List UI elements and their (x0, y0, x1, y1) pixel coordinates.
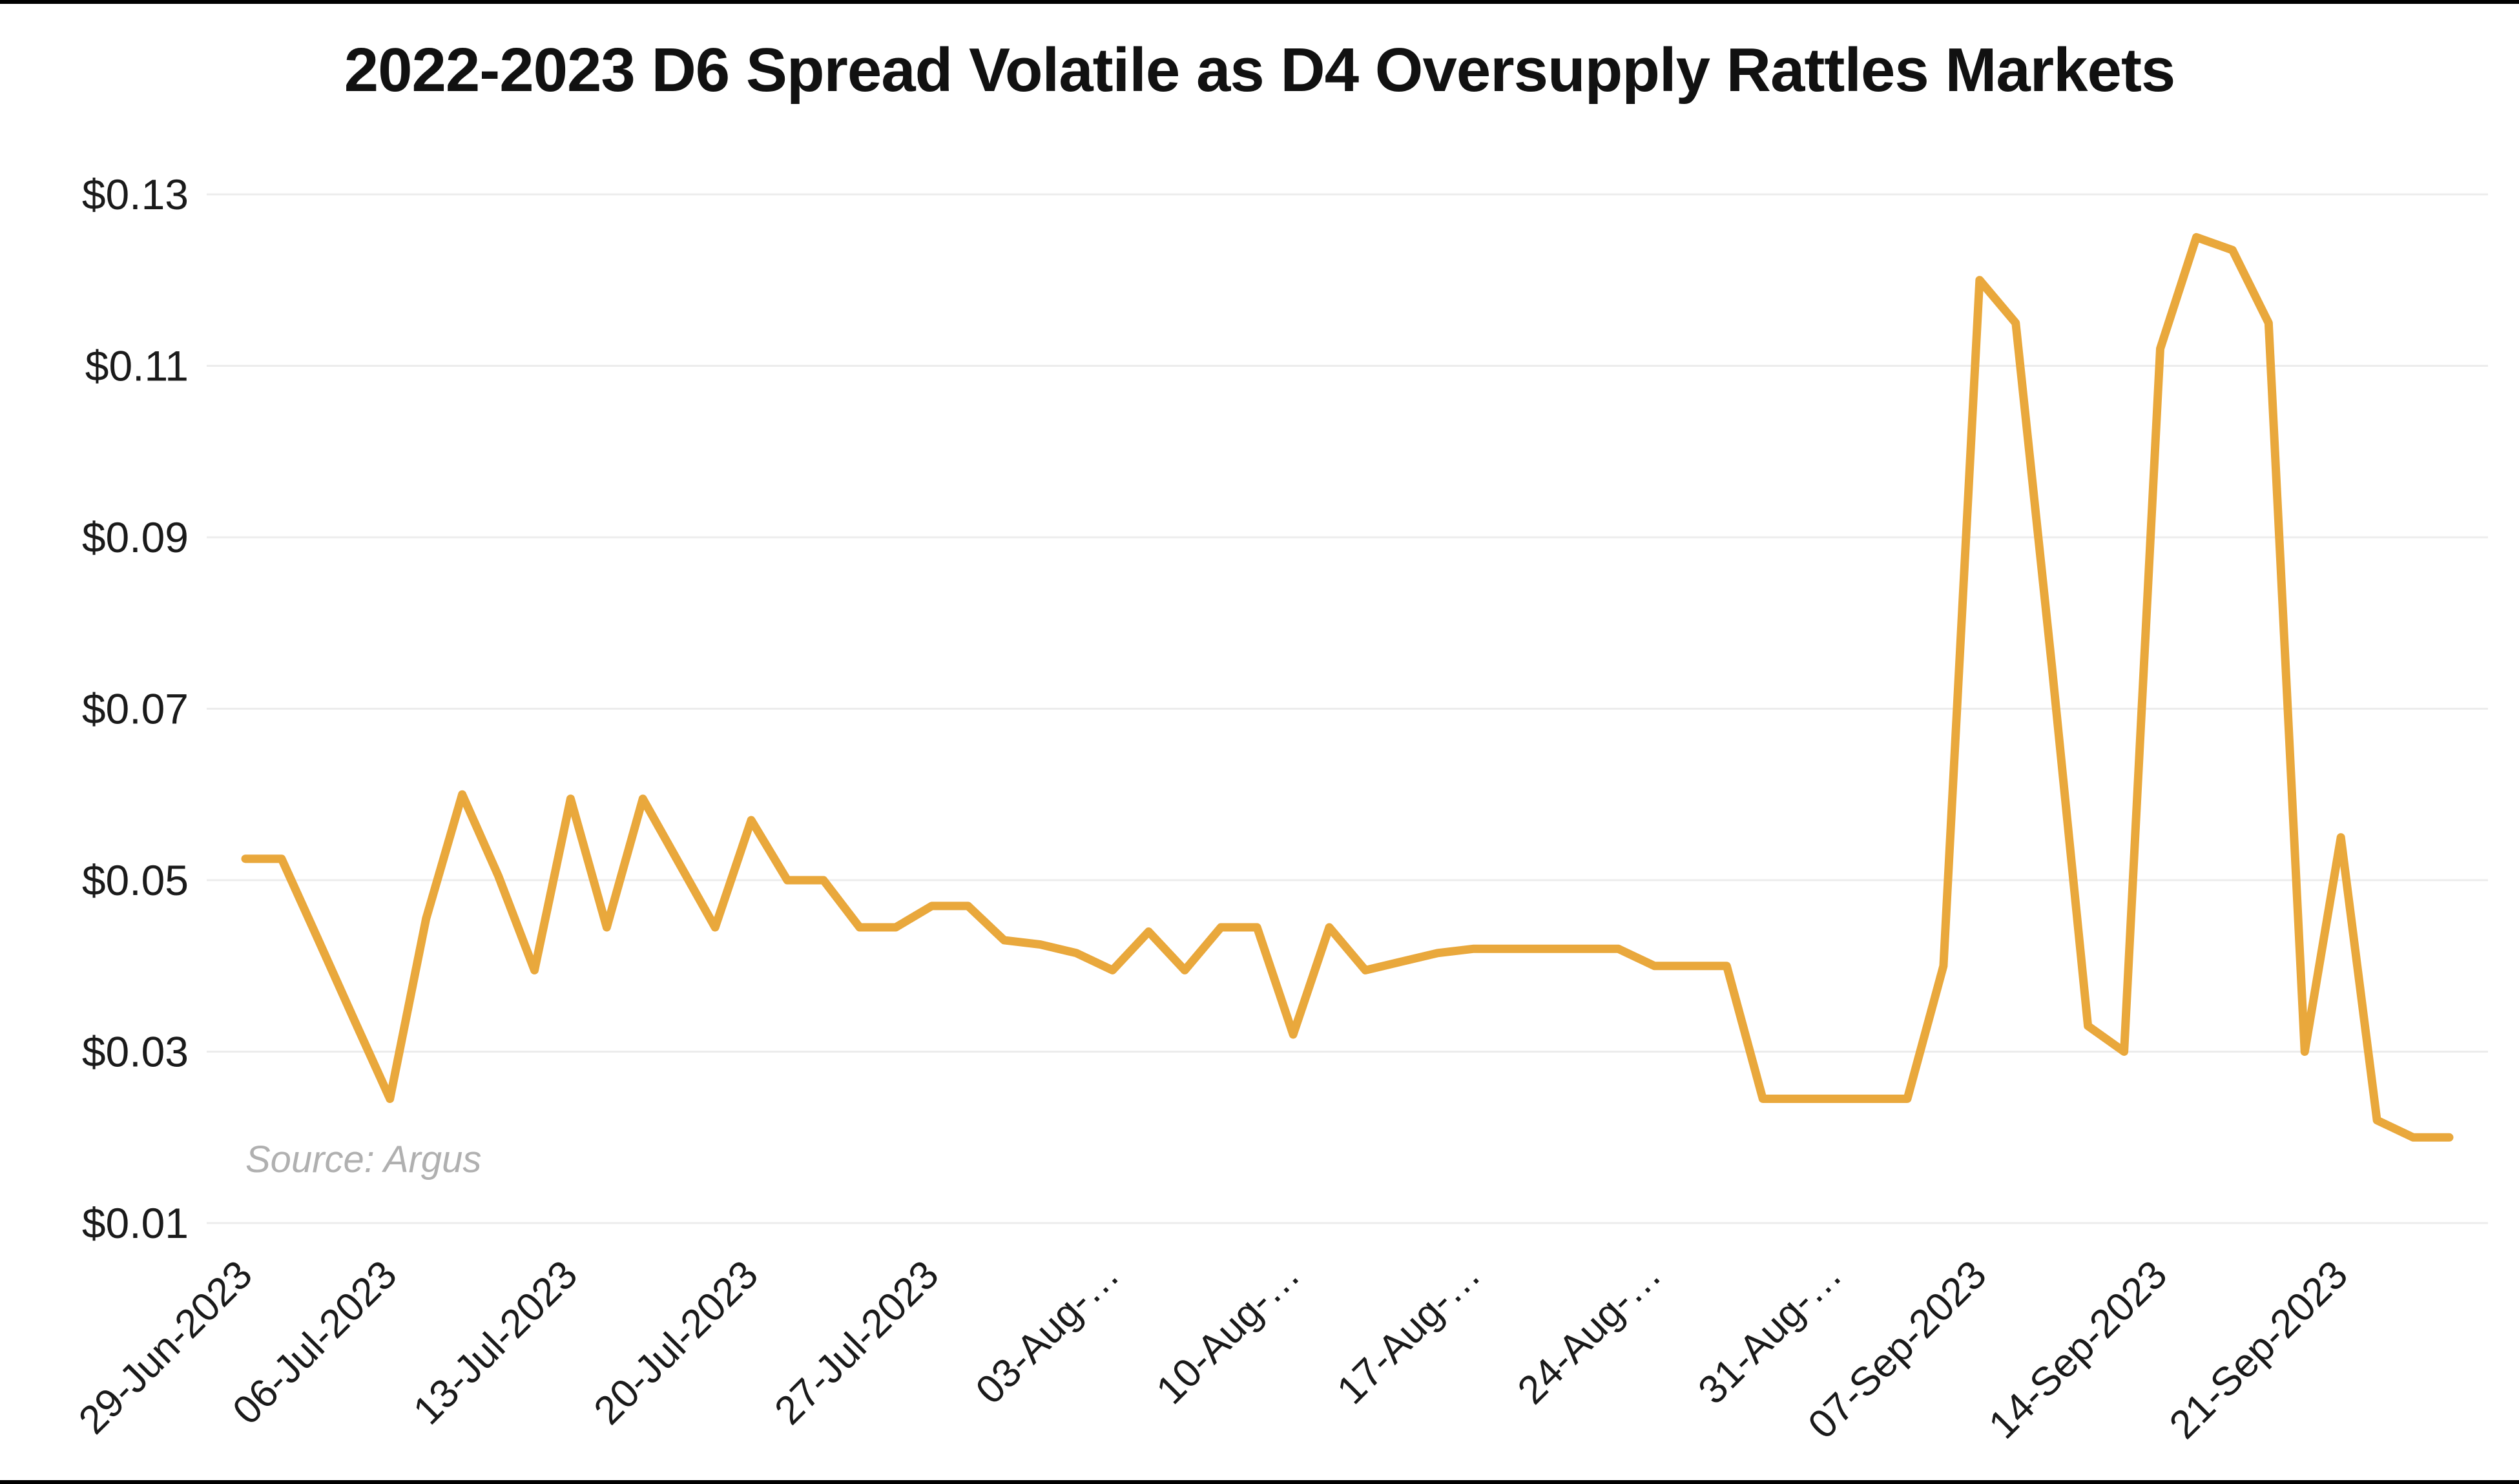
y-axis-tick-label: $0.07 (82, 685, 189, 733)
data-line-d6-spread (241, 232, 2454, 1142)
x-axis-tick-label: 21-Sep-2023 (2161, 1252, 2356, 1447)
x-axis-tick-label: 10-Aug-… (1148, 1252, 1309, 1413)
x-axis-tick-label: 24-Aug-… (1509, 1252, 1670, 1413)
y-axis-tick-label: $0.11 (85, 342, 189, 390)
y-axis-tick-label: $0.03 (82, 1028, 189, 1076)
y-axis-tick-label: $0.09 (82, 513, 189, 561)
x-axis-tick-label: 27-Jul-2023 (766, 1252, 947, 1433)
x-axis-tick-label: 17-Aug-… (1329, 1252, 1489, 1413)
x-axis-tick-label: 29-Jun-2023 (70, 1252, 261, 1443)
x-axis-tick-label: 03-Aug-… (968, 1252, 1128, 1413)
y-axis-tick-label: $0.05 (82, 856, 189, 904)
y-axis-tick-label: $0.13 (82, 170, 189, 218)
y-axis-tick-label: $0.01 (82, 1199, 189, 1247)
source-note: Source: Argus (245, 1139, 482, 1180)
x-axis-tick-label: 20-Jul-2023 (586, 1252, 767, 1433)
x-axis-tick-label: 13-Jul-2023 (405, 1252, 586, 1433)
chart-title: 2022-2023 D6 Spread Volatile as D4 Overs… (344, 36, 2176, 105)
line-chart-canvas: $0.13 $0.11 $0.09 $0.07 $0.05 $0.03 $0.01 29-Ju… (70, 170, 2488, 1447)
x-axis-tick-label: 14-Sep-2023 (1980, 1252, 2175, 1447)
